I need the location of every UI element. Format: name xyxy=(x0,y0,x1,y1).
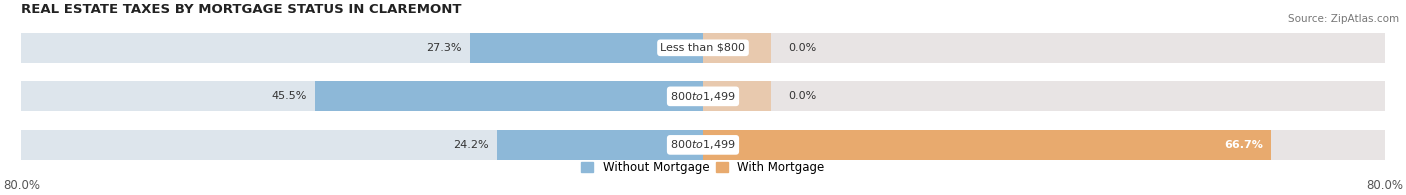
Text: 24.2%: 24.2% xyxy=(453,140,488,150)
Bar xyxy=(21,33,703,63)
Text: 66.7%: 66.7% xyxy=(1225,140,1263,150)
Bar xyxy=(496,130,703,160)
Bar xyxy=(703,130,1271,160)
Text: REAL ESTATE TAXES BY MORTGAGE STATUS IN CLAREMONT: REAL ESTATE TAXES BY MORTGAGE STATUS IN … xyxy=(21,3,461,16)
Bar xyxy=(21,130,703,160)
Bar xyxy=(315,81,703,111)
Text: $800 to $1,499: $800 to $1,499 xyxy=(671,138,735,151)
Text: 45.5%: 45.5% xyxy=(271,91,307,101)
Bar xyxy=(703,33,1385,63)
Bar xyxy=(471,33,703,63)
Legend: Without Mortgage, With Mortgage: Without Mortgage, With Mortgage xyxy=(576,157,830,179)
Text: 0.0%: 0.0% xyxy=(789,91,817,101)
Bar xyxy=(703,81,1385,111)
Text: Source: ZipAtlas.com: Source: ZipAtlas.com xyxy=(1288,14,1399,24)
Text: 0.0%: 0.0% xyxy=(789,43,817,53)
Text: $800 to $1,499: $800 to $1,499 xyxy=(671,90,735,103)
Bar xyxy=(703,33,770,63)
Bar xyxy=(703,130,1385,160)
Bar xyxy=(21,81,703,111)
Bar xyxy=(703,81,770,111)
Text: 27.3%: 27.3% xyxy=(426,43,461,53)
Text: Less than $800: Less than $800 xyxy=(661,43,745,53)
